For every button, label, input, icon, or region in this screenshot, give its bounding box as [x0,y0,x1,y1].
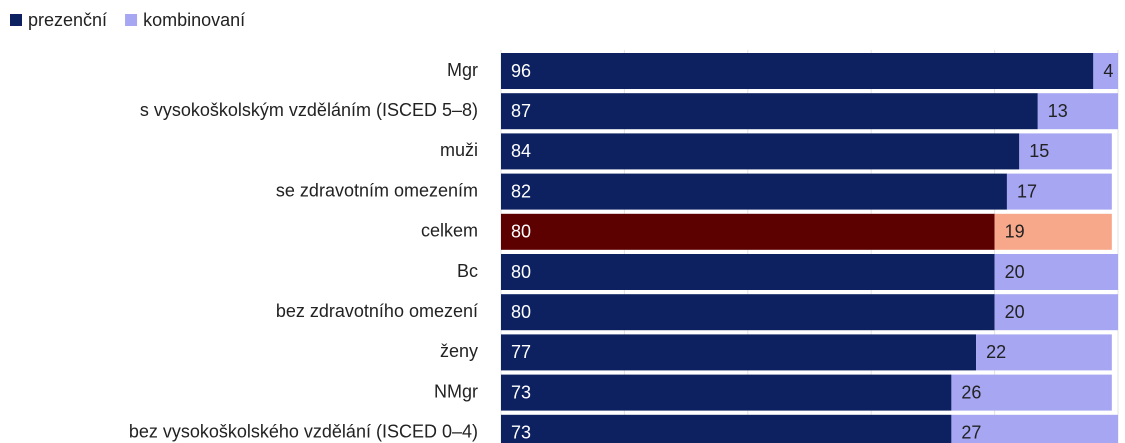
data-label: 22 [986,342,1006,362]
legend-label: kombinovaní [143,10,245,30]
y-tick-label: s vysokoškolským vzděláním (ISCED 5–8) [140,100,478,120]
bar-segment [994,213,1112,250]
y-tick-label: celkem [421,221,478,241]
data-label: 20 [1005,262,1025,282]
data-label: 20 [1005,302,1025,322]
bar-segment [501,133,1020,170]
bar-segment [1006,173,1112,210]
bar-segment [994,294,1118,331]
bar-segment [501,414,952,443]
data-label: 17 [1017,181,1037,201]
legend-swatch [10,14,22,26]
bar-segment [976,334,1112,371]
bar-segment [501,173,1007,210]
bar-segment [501,254,995,290]
y-tick-label: Mgr [447,60,478,80]
bar-segment [501,334,977,371]
legend-swatch [125,14,138,26]
y-tick-label: NMgr [434,381,478,401]
legend-label: prezenční [28,10,107,30]
bar-segment [501,213,995,250]
y-tick-label: Bc [457,261,478,281]
data-label: 80 [511,262,531,282]
data-label: 4 [1103,61,1113,81]
data-label: 80 [511,222,531,242]
bar-segment [1037,93,1118,130]
y-tick-label: bez vysokoškolského vzdělání (ISCED 0–4) [129,422,478,442]
y-tick-label: ženy [440,341,478,361]
data-label: 19 [1005,222,1025,242]
data-label: 82 [511,181,531,201]
data-label: 73 [511,382,531,402]
data-label: 77 [511,342,531,362]
data-label: 80 [511,302,531,322]
bar-segment [994,254,1118,290]
bar-segment [951,374,1112,411]
data-label: 84 [511,141,531,161]
bar-segment [501,53,1094,89]
data-label: 87 [511,101,531,121]
data-label: 15 [1029,141,1049,161]
bar-segment [501,93,1038,130]
data-label: 73 [511,423,531,443]
y-tick-label: se zdravotním omezením [276,180,478,200]
bar-segment [501,374,952,411]
data-label: 26 [961,382,981,402]
bar-segment [501,294,995,331]
data-label: 96 [511,61,531,81]
bar-segment [951,414,1118,443]
y-tick-label: bez zdravotního omezení [276,301,478,321]
y-tick-label: muži [440,140,478,160]
bar-segment [1093,53,1118,89]
data-label: 27 [961,423,981,443]
data-label: 13 [1048,101,1068,121]
bar-segment [1019,133,1112,170]
